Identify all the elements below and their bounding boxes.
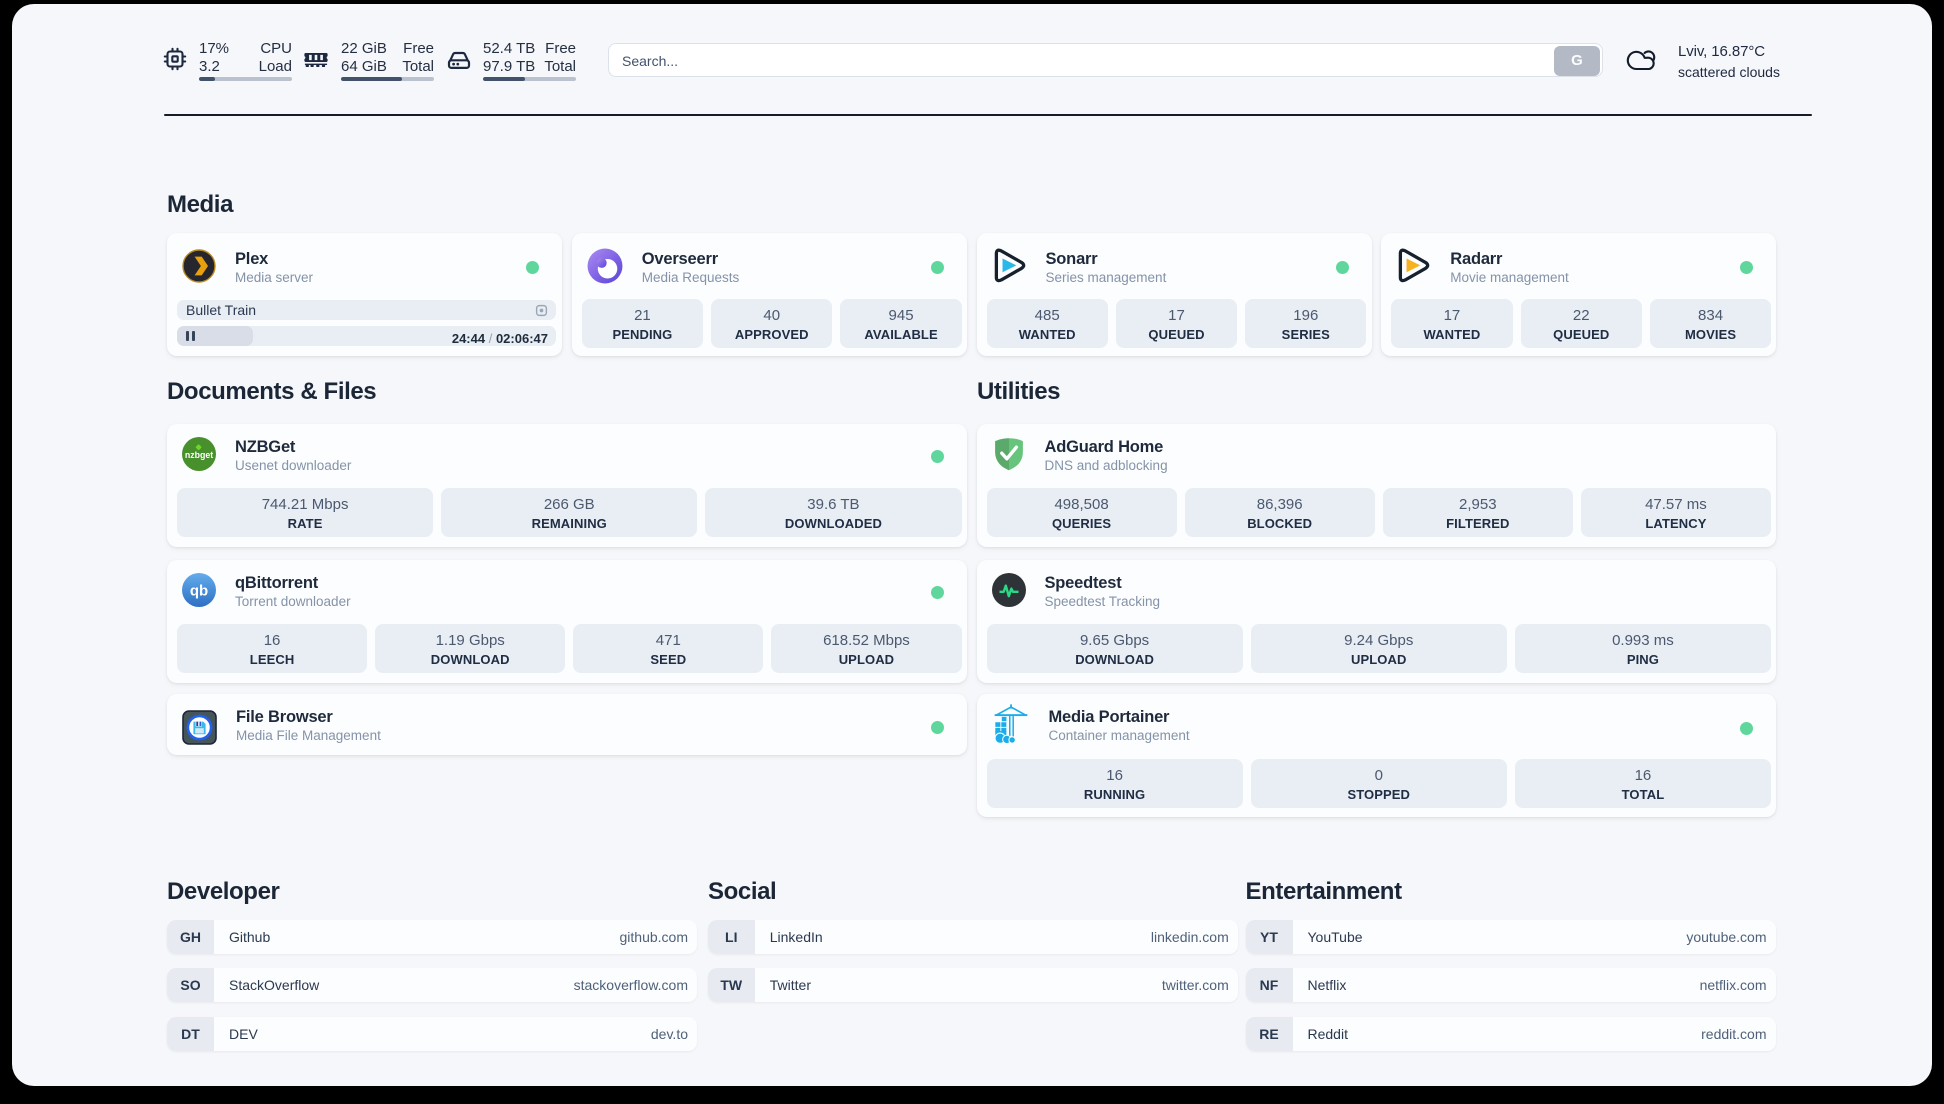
svg-text:nzbget: nzbget [185,450,213,460]
svg-text:qb: qb [190,582,208,599]
